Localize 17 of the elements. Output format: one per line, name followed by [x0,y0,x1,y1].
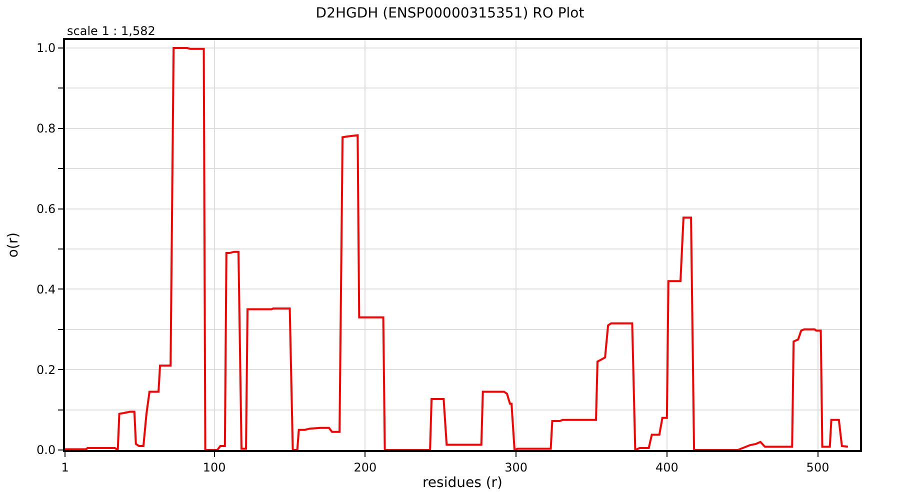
y-tick-label: 0.2 [36,362,56,377]
y-tick-label: 0.0 [36,443,56,458]
x-tick-label: 200 [354,460,377,474]
y-axis-title: o(r) [6,232,22,258]
text: scale 1 : 1,582 [67,24,156,38]
x-tick-label: 500 [806,460,830,474]
x-tick-label: 300 [504,460,528,474]
y-tick-label: 0.6 [36,202,56,216]
y-tick-label: 1.0 [36,41,56,56]
y-tick-label: 0.8 [36,122,56,136]
x-tick-label: 1 [61,460,69,474]
y-tick-label: 0.4 [36,282,56,296]
chart-title: D2HGDH (ENSP00000315351) RO Plot [316,5,585,22]
x-axis-title: residues (r) [422,475,503,492]
x-tick-label: 100 [202,460,226,474]
x-tick-label: 400 [655,460,678,474]
line-series [65,47,849,450]
